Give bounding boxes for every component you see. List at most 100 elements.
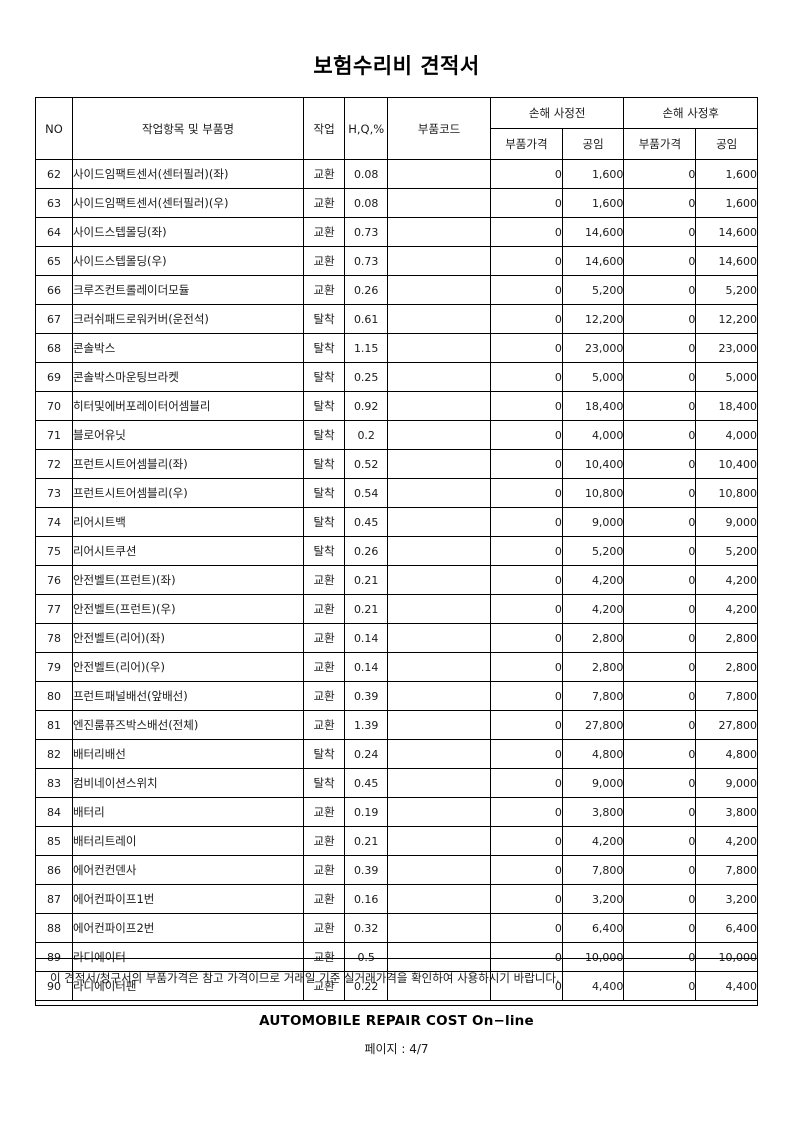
cell-work-type: 탈착: [303, 420, 346, 450]
cell-before-price: 0: [489, 855, 563, 885]
table-row: 73 프런트시트어셈블리(우) 탈착 0.54 0 10,800 0 10,800: [35, 478, 758, 508]
cell-part-code: [387, 623, 491, 653]
cell-item-name: 에어컨파이프1번: [71, 884, 305, 914]
header-row-sub: 부품가격 공임 부품가격 공임: [36, 128, 758, 160]
table-row: 66 크루즈컨트롤레이더모듈 교환 0.26 0 5,200 0 5,200: [35, 275, 758, 305]
cell-item-name: 블로어유닛: [71, 420, 305, 450]
cell-hq-percent: 0.19: [344, 797, 389, 827]
cell-before-labor: 4,200: [561, 565, 625, 595]
cell-item-name: 배터리배선: [71, 739, 305, 769]
cell-before-price: 0: [489, 884, 563, 914]
cell-before-labor: 6,400: [561, 913, 625, 943]
table-row: 86 에어컨컨덴사 교환 0.39 0 7,800 0 7,800: [35, 855, 758, 885]
cell-after-labor: 4,200: [695, 826, 758, 856]
cell-after-labor: 9,000: [695, 507, 758, 537]
cell-hq-percent: 0.26: [344, 536, 389, 566]
table-row: 82 배터리배선 탈착 0.24 0 4,800 0 4,800: [35, 739, 758, 769]
cell-after-labor: 2,800: [695, 652, 758, 682]
cell-hq-percent: 0.39: [344, 681, 389, 711]
cell-after-price: 0: [623, 391, 697, 421]
cell-before-labor: 23,000: [561, 333, 625, 363]
table-row: 89 라디에이터 교환 0.5 0 10,000 0 10,000: [35, 942, 758, 972]
cell-work-type: 탈착: [303, 507, 346, 537]
column-header-before-labor: 공임: [561, 128, 625, 160]
footer-page-indicator: 페이지 : 4/7: [364, 1042, 429, 1056]
table-row: 87 에어컨파이프1번 교환 0.16 0 3,200 0 3,200: [35, 884, 758, 914]
cell-before-price: 0: [489, 942, 563, 972]
cell-before-labor: 7,800: [561, 855, 625, 885]
cell-work-type: 교환: [303, 855, 346, 885]
cell-work-type: 교환: [303, 246, 346, 276]
cell-before-labor: 4,400: [561, 971, 625, 1001]
cell-no: 71: [35, 420, 73, 450]
cell-hq-percent: 0.32: [344, 913, 389, 943]
cell-no: 90: [35, 971, 73, 1001]
cell-after-price: 0: [623, 710, 697, 740]
cell-after-labor: 4,200: [695, 594, 758, 624]
cell-part-code: [387, 797, 491, 827]
cell-before-labor: 5,000: [561, 362, 625, 392]
cell-part-code: [387, 391, 491, 421]
column-header-no: NO: [35, 97, 73, 160]
table-row: 70 히터및에버포레이터어셈블리 탈착 0.92 0 18,400 0 18,400: [35, 391, 758, 421]
cell-after-price: 0: [623, 971, 697, 1001]
cell-no: 69: [35, 362, 73, 392]
cell-no: 85: [35, 826, 73, 856]
cell-after-price: 0: [623, 623, 697, 653]
cell-work-type: 탈착: [303, 362, 346, 392]
cell-no: 64: [35, 217, 73, 247]
cell-after-price: 0: [623, 797, 697, 827]
cell-after-price: 0: [623, 681, 697, 711]
cell-item-name: 리어시트백: [71, 507, 305, 537]
cell-no: 68: [35, 333, 73, 363]
cell-after-labor: 4,400: [695, 971, 758, 1001]
cell-hq-percent: 0.92: [344, 391, 389, 421]
cell-work-type: 교환: [303, 942, 346, 972]
cell-before-price: 0: [489, 478, 563, 508]
column-header-item: 작업항목 및 부품명: [71, 97, 305, 160]
cell-after-price: 0: [623, 159, 697, 189]
cell-before-price: 0: [489, 507, 563, 537]
column-header-work: 작업: [303, 97, 346, 160]
table-row: 67 크러쉬패드로워커버(운전석) 탈착 0.61 0 12,200 0 12,200: [35, 304, 758, 334]
cell-item-name: 안전벨트(리어)(우): [71, 652, 305, 682]
cell-before-price: 0: [489, 652, 563, 682]
cell-before-labor: 27,800: [561, 710, 625, 740]
cell-before-labor: 5,200: [561, 275, 625, 305]
table-header: NO 작업항목 및 부품명 작업 H,Q,% 부품코드 손해 사정전 손해 사정…: [35, 97, 758, 160]
cell-hq-percent: 0.61: [344, 304, 389, 334]
cell-part-code: [387, 768, 491, 798]
estimate-table: NO 작업항목 및 부품명 작업 H,Q,% 부품코드 손해 사정전 손해 사정…: [35, 97, 758, 1001]
cell-before-labor: 12,200: [561, 304, 625, 334]
table-row: 83 컴비네이션스위치 탈착 0.45 0 9,000 0 9,000: [35, 768, 758, 798]
column-header-part-code: 부품코드: [387, 97, 491, 160]
cell-no: 88: [35, 913, 73, 943]
cell-part-code: [387, 304, 491, 334]
cell-after-labor: 3,800: [695, 797, 758, 827]
cell-after-price: 0: [623, 913, 697, 943]
cell-work-type: 교환: [303, 797, 346, 827]
cell-after-price: 0: [623, 594, 697, 624]
header-row-top: NO 작업항목 및 부품명 작업 H,Q,% 부품코드 손해 사정전 손해 사정…: [35, 97, 758, 160]
cell-after-labor: 3,200: [695, 884, 758, 914]
cell-no: 74: [35, 507, 73, 537]
cell-hq-percent: 0.52: [344, 449, 389, 479]
notice-box: 이 견적서/청구서의 부품가격은 참고 가격이므로 거래일 기준 실거래가격을 …: [35, 958, 758, 1006]
cell-item-name: 컴비네이션스위치: [71, 768, 305, 798]
cell-part-code: [387, 710, 491, 740]
table-row: 63 사이드임팩트센서(센터필러)(우) 교환 0.08 0 1,600 0 1,600: [35, 188, 758, 218]
table-row: 74 리어시트백 탈착 0.45 0 9,000 0 9,000: [35, 507, 758, 537]
cell-part-code: [387, 449, 491, 479]
cell-item-name: 안전벨트(프런트)(좌): [71, 565, 305, 595]
cell-before-price: 0: [489, 826, 563, 856]
cell-no: 82: [35, 739, 73, 769]
cell-before-price: 0: [489, 449, 563, 479]
cell-item-name: 리어시트쿠션: [71, 536, 305, 566]
cell-before-price: 0: [489, 159, 563, 189]
cell-before-price: 0: [489, 188, 563, 218]
column-header-before-assessment: 손해 사정전: [489, 97, 625, 129]
cell-hq-percent: 0.14: [344, 623, 389, 653]
cell-work-type: 교환: [303, 971, 346, 1001]
table-row: 79 안전벨트(리어)(우) 교환 0.14 0 2,800 0 2,800: [35, 652, 758, 682]
cell-no: 75: [35, 536, 73, 566]
